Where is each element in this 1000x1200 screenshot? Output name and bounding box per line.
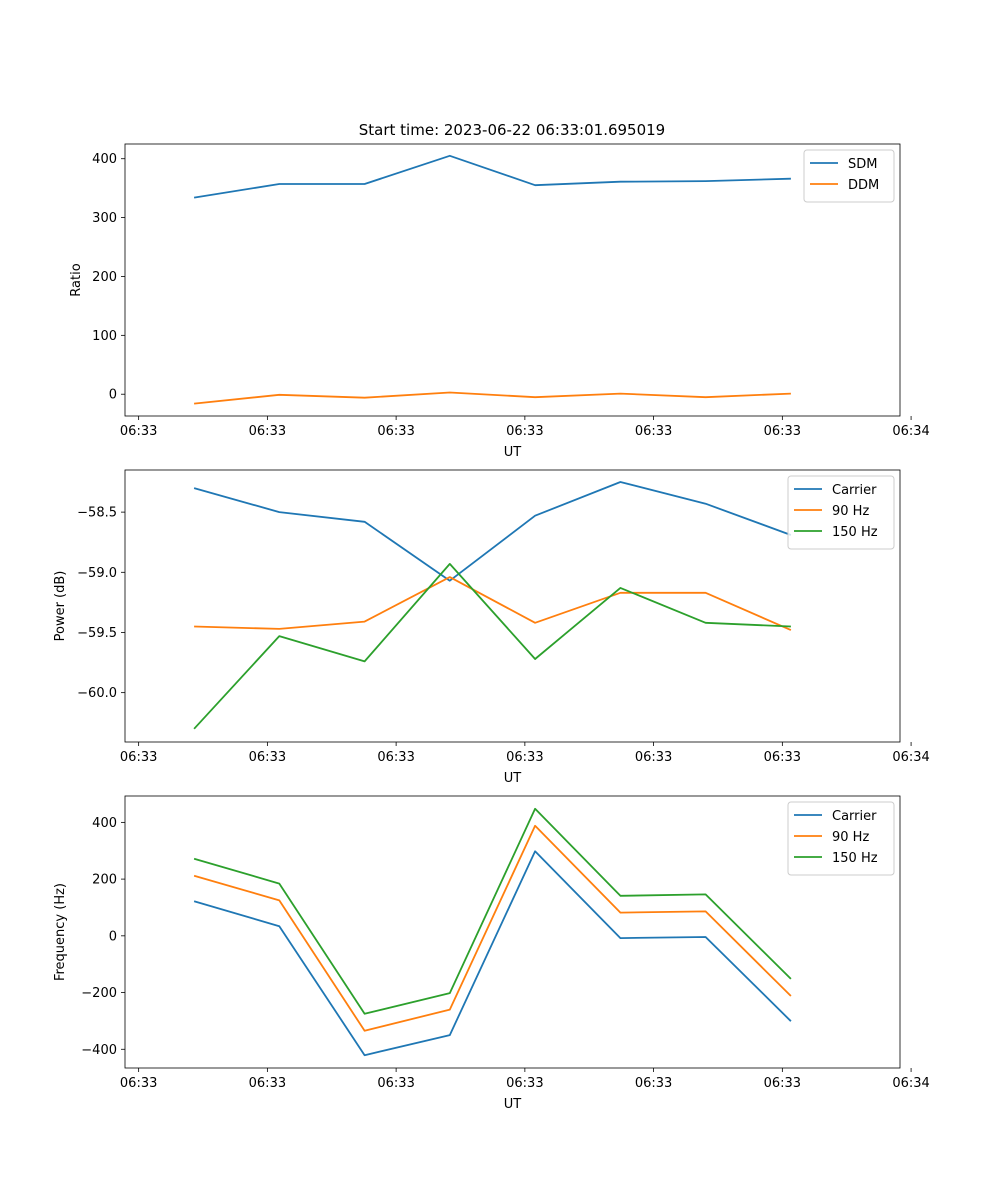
legend-label: 150 Hz	[832, 525, 878, 540]
legend-label: 90 Hz	[832, 830, 869, 845]
plot-frame	[124, 469, 901, 743]
x-axis-label: UT	[504, 445, 522, 460]
x-tick-label: 06:33	[635, 1076, 672, 1091]
legend-label: SDM	[848, 157, 877, 172]
x-tick-label: 06:33	[120, 424, 157, 439]
x-tick-label: 06:34	[892, 1076, 929, 1091]
legend-label: 150 Hz	[832, 851, 878, 866]
legend-label: DDM	[848, 178, 879, 193]
panels: 06:33 06:33 06:33 06:33 06:33 06:33 06:34 0 100 2…	[53, 143, 930, 1112]
x-tick-label: 06:33	[506, 424, 543, 439]
plot-frame	[124, 795, 901, 1069]
x-tick-label: 06:33	[764, 750, 801, 765]
legend-label: Carrier	[832, 809, 877, 824]
chart-panel-2: 06:33 06:33 06:33 06:33 06:33 06:33 06:34 −60.0…	[53, 469, 930, 786]
x-tick-label: 06:33	[249, 424, 286, 439]
x-tick-label: 06:33	[506, 750, 543, 765]
y-tick-label: 300	[92, 211, 117, 226]
plot-frame	[124, 143, 901, 417]
x-tick-label: 06:33	[377, 750, 414, 765]
y-tick-label: −200	[81, 986, 117, 1001]
x-axis-label: UT	[504, 1097, 522, 1112]
y-tick-label: −59.0	[77, 566, 117, 581]
y-tick-label: −60.0	[77, 686, 117, 701]
x-tick-label: 06:33	[377, 1076, 414, 1091]
x-tick-label: 06:33	[249, 1076, 286, 1091]
series-line-150-hz	[193, 807, 792, 1015]
series-line-sdm	[193, 154, 791, 199]
y-axis-label: Power (dB)	[53, 571, 68, 642]
x-tick-label: 06:33	[764, 424, 801, 439]
y-axis-label: Ratio	[69, 263, 84, 296]
legend-label: 90 Hz	[832, 504, 869, 519]
legend: SDM DDM	[803, 149, 895, 203]
x-tick-label: 06:34	[892, 424, 929, 439]
x-tick-label: 06:34	[892, 750, 929, 765]
x-tick-label: 06:33	[764, 1076, 801, 1091]
y-tick-label: 200	[92, 270, 117, 285]
series-line-150-hz	[193, 563, 791, 730]
series-line-carrier	[193, 850, 792, 1057]
series-line-ddm	[194, 391, 791, 405]
series-line-90-hz	[194, 576, 792, 631]
y-tick-label: −59.5	[77, 626, 117, 641]
x-tick-label: 06:33	[506, 1076, 543, 1091]
x-tick-label: 06:33	[635, 750, 672, 765]
y-tick-label: 400	[92, 152, 117, 167]
x-tick-label: 06:33	[249, 750, 286, 765]
y-tick-label: 0	[109, 929, 117, 944]
series-line-carrier	[193, 481, 792, 582]
y-tick-label: −400	[81, 1043, 117, 1058]
chart-panel-1: 06:33 06:33 06:33 06:33 06:33 06:33 06:34 0 100 2…	[69, 143, 930, 460]
x-axis-label: UT	[504, 771, 522, 786]
y-tick-label: −58.5	[77, 506, 117, 521]
y-tick-label: 100	[92, 329, 117, 344]
y-tick-label: 400	[92, 816, 117, 831]
y-tick-label: 200	[92, 873, 117, 888]
legend: Carrier 90 Hz 150 Hz	[787, 801, 895, 876]
x-tick-label: 06:33	[377, 424, 414, 439]
series-line-90-hz	[193, 824, 792, 1032]
x-tick-label: 06:33	[120, 750, 157, 765]
chart-panel-3: 06:33 06:33 06:33 06:33 06:33 06:33 06:34 −400 −…	[53, 795, 930, 1112]
y-axis-label: Frequency (Hz)	[53, 883, 68, 981]
y-tick-label: 0	[109, 388, 117, 403]
x-tick-label: 06:33	[120, 1076, 157, 1091]
legend-label: Carrier	[832, 483, 877, 498]
x-tick-label: 06:33	[635, 424, 672, 439]
legend: Carrier 90 Hz 150 Hz	[787, 475, 895, 550]
figure-title: Start time: 2023-06-22 06:33:01.695019	[359, 121, 665, 139]
